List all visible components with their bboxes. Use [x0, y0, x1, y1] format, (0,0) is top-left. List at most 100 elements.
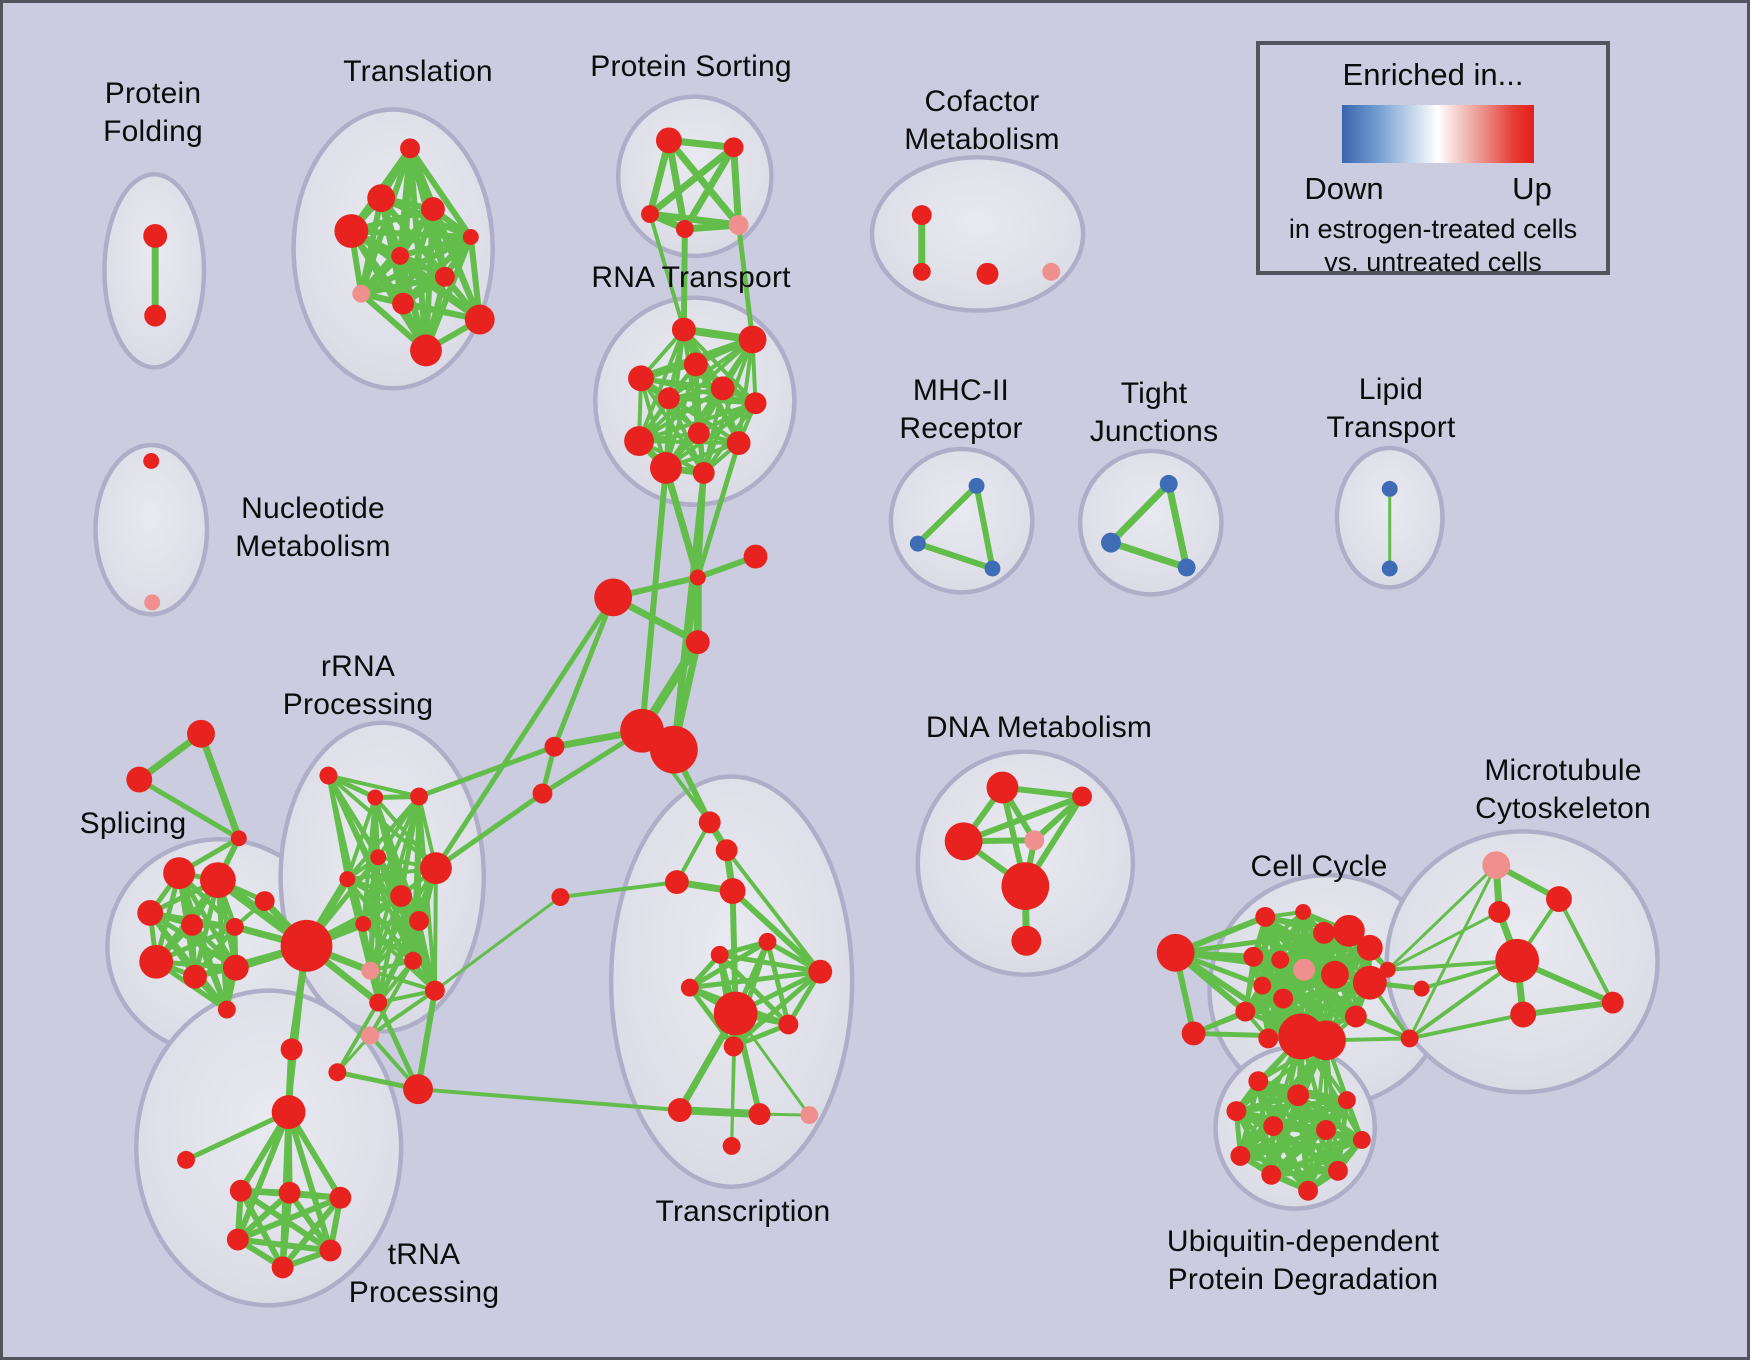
cluster-label-protein-folding: Protein Folding	[103, 77, 203, 148]
node-RT12	[692, 461, 715, 484]
node-R5	[420, 852, 452, 885]
node-CC17	[1344, 1005, 1367, 1028]
node-TX9	[713, 991, 758, 1036]
node-D6	[1011, 925, 1042, 956]
edge	[345, 795, 378, 882]
node-TX5	[758, 932, 777, 951]
node-MT3	[1488, 901, 1511, 923]
edge	[701, 386, 725, 475]
node-CC5	[1332, 914, 1365, 947]
node-TX11	[723, 1036, 744, 1057]
cluster-label-transcription: Transcription	[655, 1195, 831, 1229]
node-R10	[361, 961, 380, 980]
edge	[1237, 1137, 1365, 1159]
node-D3	[944, 822, 983, 861]
node-R14	[361, 1026, 380, 1045]
node-L2	[1381, 560, 1398, 577]
edge	[183, 1109, 292, 1163]
node-TRH	[271, 1095, 306, 1130]
edge	[234, 1236, 334, 1254]
edge	[687, 969, 823, 991]
node-MT1	[1482, 851, 1511, 880]
edge	[717, 952, 791, 1027]
node-PS4	[675, 220, 694, 238]
node-U9	[1261, 1164, 1282, 1185]
node-RT10	[726, 431, 751, 455]
edge	[234, 1109, 292, 1243]
edge	[1165, 480, 1191, 571]
node-CH7	[551, 888, 570, 906]
node-B1	[1379, 961, 1396, 978]
node-HJ	[254, 891, 275, 911]
node-TRC	[329, 1186, 352, 1209]
node-CF2	[912, 262, 931, 281]
node-R15	[328, 1063, 347, 1082]
node-HUB	[280, 919, 333, 972]
edge	[1268, 1168, 1341, 1178]
edge	[1260, 980, 1372, 988]
node-R7	[390, 885, 413, 907]
cluster-label-protein-sorting: Protein Sorting	[590, 50, 792, 84]
edge	[432, 866, 438, 993]
edge	[415, 987, 438, 1093]
cluster-label-splicing: Splicing	[79, 807, 187, 841]
node-M1	[968, 477, 985, 494]
edge	[1386, 910, 1501, 972]
node-CH2	[743, 544, 768, 569]
edge	[1107, 539, 1191, 571]
edge	[416, 1087, 682, 1113]
node-CC0	[1156, 933, 1195, 972]
node-TX15	[722, 1136, 741, 1155]
node-PS5	[728, 215, 749, 235]
node-PS1	[655, 127, 682, 154]
edge	[1407, 958, 1520, 1041]
node-R12	[369, 993, 388, 1012]
node-T9	[392, 292, 415, 315]
edge	[1172, 949, 1305, 1040]
node-RT2	[738, 325, 767, 354]
node-TX10	[778, 1014, 799, 1035]
node-TR0	[280, 1038, 303, 1061]
edge	[637, 439, 741, 446]
edge	[234, 1189, 293, 1243]
edge	[286, 943, 309, 1115]
node-RT5	[657, 387, 680, 410]
cluster-label-nucleotide-metabolism: Nucleotide Metabolism	[235, 492, 391, 563]
legend-up-label: Up	[1512, 171, 1552, 206]
node-MT6	[1601, 991, 1624, 1014]
edge	[335, 1000, 381, 1075]
edge	[136, 777, 242, 841]
edge	[639, 464, 669, 734]
edge	[358, 252, 404, 297]
node-SS2	[126, 766, 153, 793]
node-CF4	[1042, 262, 1061, 281]
node-CC16	[1306, 1020, 1346, 1061]
node-HB2	[649, 725, 698, 774]
node-B2	[1413, 980, 1430, 997]
edge	[914, 482, 980, 547]
edge	[1386, 863, 1498, 972]
edge	[646, 143, 738, 218]
node-U7	[1352, 1131, 1371, 1149]
node-layer	[126, 127, 1624, 1279]
node-RT3	[683, 352, 708, 377]
node-CC4	[1313, 921, 1335, 944]
node-D5	[1001, 862, 1050, 910]
node-R13	[424, 980, 445, 1001]
edge	[368, 988, 437, 1038]
cluster-label-lipid-transport: Lipid Transport	[1326, 373, 1456, 444]
node-D4	[1024, 830, 1045, 851]
edge	[731, 969, 823, 1049]
edge	[326, 773, 422, 799]
node-R2	[367, 789, 384, 806]
edge	[1237, 1153, 1341, 1174]
edge	[671, 575, 700, 752]
edge	[1278, 945, 1372, 962]
edge	[1173, 930, 1327, 956]
node-SS1	[187, 719, 215, 748]
node-CC7	[1243, 946, 1264, 967]
edge	[368, 894, 404, 973]
edge	[1238, 1038, 1328, 1158]
edge	[665, 136, 743, 229]
